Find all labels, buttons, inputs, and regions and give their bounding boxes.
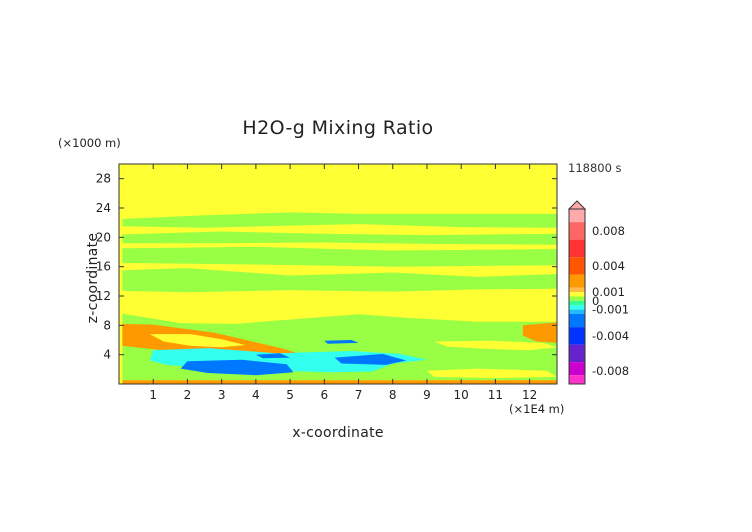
colorbar-overflow-triangle: [567, 200, 587, 210]
x-tick-label: 11: [488, 388, 503, 402]
y-tick-label: 20: [96, 230, 111, 244]
colorbar-label: -0.008: [592, 364, 629, 378]
colorbar-bin: [569, 314, 585, 328]
x-scale-note: (×1E4 m): [509, 402, 564, 416]
middle-green-band: [122, 268, 558, 293]
colorbar-bin: [569, 287, 585, 293]
x-tick-label: 4: [252, 388, 260, 402]
upper-green-band-2: [122, 231, 558, 245]
colorbar-bin: [569, 375, 585, 384]
right-orange-patch: [522, 322, 557, 343]
x-tick-label: 7: [355, 388, 363, 402]
colorbar-bin: [569, 274, 585, 288]
colorbar-bin: [569, 296, 585, 301]
blue-deep-core-right: [334, 353, 407, 365]
colorbar-bin: [569, 222, 585, 240]
colorbar-bin: [569, 209, 585, 223]
left-low-inner-yellow: [149, 334, 246, 348]
y-tick-label: 16: [96, 260, 111, 274]
colorbar-bin: [569, 257, 585, 275]
y-axis-label: z-coordinate: [85, 233, 101, 324]
ground-orange-strip: [122, 380, 558, 384]
blue-core-small-left: [255, 353, 291, 359]
colorbar-label: 0.001: [592, 285, 625, 299]
chart-title: H2O-g Mixing Ratio: [242, 117, 433, 139]
y-tick-label: 4: [103, 348, 111, 362]
colorbar-bin: [569, 305, 585, 310]
x-tick-label: 5: [286, 388, 294, 402]
y-scale-note: (×1000 m): [58, 136, 121, 150]
colorbar-label: -0.004: [592, 329, 629, 343]
colorbar-label: 0: [592, 294, 599, 308]
colorbar-label: 0.008: [592, 224, 625, 238]
blue-core-small-right: [324, 340, 359, 344]
colorbar-bin: [569, 309, 585, 314]
blue-deep-core-left: [180, 359, 294, 376]
x-tick-label: 6: [320, 388, 328, 402]
x-tick-label: 1: [149, 388, 157, 402]
time-label: 118800 s: [568, 161, 622, 175]
colorbar-bin: [569, 239, 585, 258]
x-tick-label: 3: [218, 388, 226, 402]
colorbar-bin: [569, 362, 585, 376]
x-tick-label: 12: [522, 388, 537, 402]
x-tick-label: 2: [184, 388, 192, 402]
right-mid-yellow-patch: [433, 340, 557, 351]
colorbar-bin: [569, 344, 585, 363]
colorbar-bin: [569, 327, 585, 345]
upper-green-band-3: [122, 246, 558, 267]
colorbar-label: 0.004: [592, 259, 625, 273]
plot-frame: [118, 163, 558, 385]
colorbar-label: -0.001: [592, 303, 629, 317]
colorbar-bin: [569, 300, 585, 306]
y-tick-label: 24: [96, 201, 111, 215]
x-tick-label: 9: [423, 388, 431, 402]
y-tick-label: 8: [103, 318, 111, 332]
y-tick-label: 28: [96, 172, 111, 186]
x-tick-label: 8: [389, 388, 397, 402]
upper-green-band-1: [122, 212, 558, 228]
colorbar-bin: [569, 292, 585, 297]
colorbar-frame: [568, 208, 586, 385]
x-tick-label: 10: [454, 388, 469, 402]
y-tick-label: 12: [96, 289, 111, 303]
x-axis-label: x-coordinate: [292, 425, 384, 441]
right-low-yellow-strip: [427, 368, 557, 379]
contour-fill-layer: [119, 164, 558, 384]
